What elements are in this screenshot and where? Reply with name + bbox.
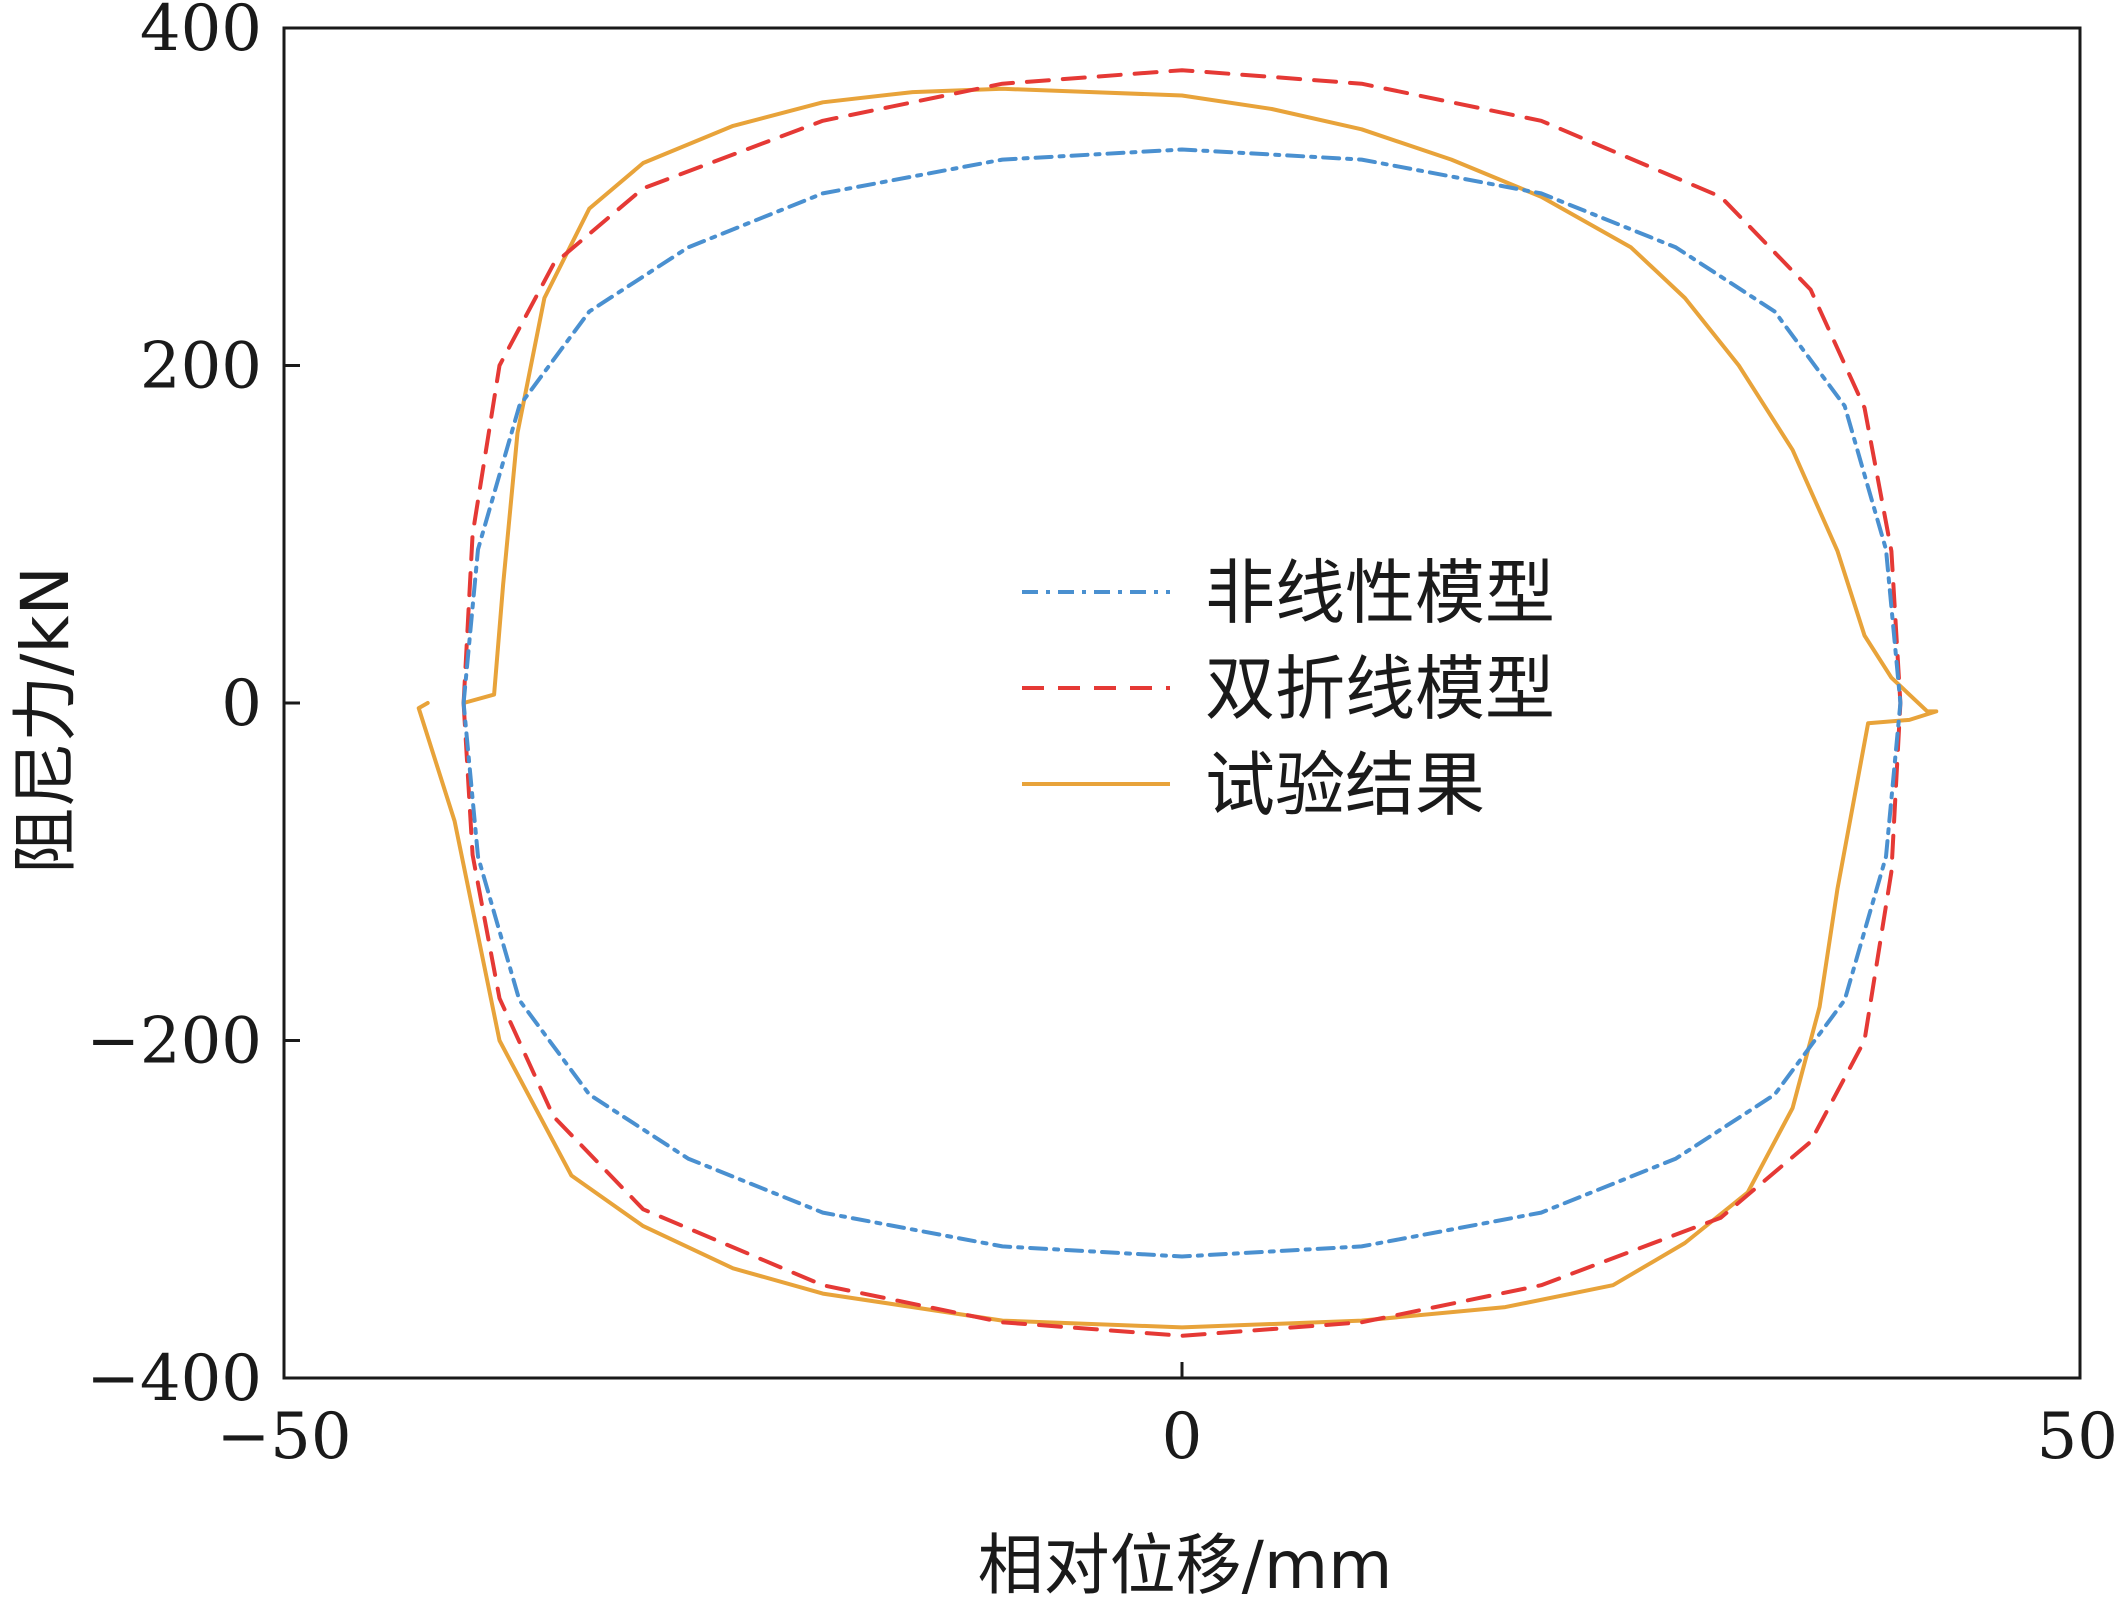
legend-label-0: 非线性模型 bbox=[1205, 552, 1555, 634]
legend-label-1: 双折线模型 bbox=[1205, 648, 1555, 730]
y-tick-label: 200 bbox=[140, 330, 262, 404]
legend-label-2: 试验结果 bbox=[1205, 744, 1485, 826]
series-line-1 bbox=[461, 68, 1903, 1338]
plot-frame bbox=[282, 26, 2082, 1380]
y-tick-label: 400 bbox=[140, 0, 262, 66]
x-tick-label: 0 bbox=[1162, 1400, 1203, 1474]
y-tick-label: −400 bbox=[86, 1342, 262, 1416]
series-layer bbox=[416, 68, 1939, 1338]
y-tick-label: 0 bbox=[221, 667, 262, 741]
y-axis-label: 阻尼力/kN bbox=[7, 566, 84, 874]
series-line-2 bbox=[416, 86, 1939, 1330]
x-axis-label: 相对位移/mm bbox=[978, 1527, 1393, 1604]
axis-ticks bbox=[284, 364, 1184, 1378]
series-line-0 bbox=[461, 147, 1903, 1259]
x-tick-label: 50 bbox=[2037, 1400, 2118, 1474]
axis-tick-labels: 400 200 0 −200 −400−50 0 50 bbox=[86, 0, 2118, 1474]
y-tick-label: −200 bbox=[86, 1005, 262, 1079]
x-tick-label: −50 bbox=[216, 1400, 351, 1474]
